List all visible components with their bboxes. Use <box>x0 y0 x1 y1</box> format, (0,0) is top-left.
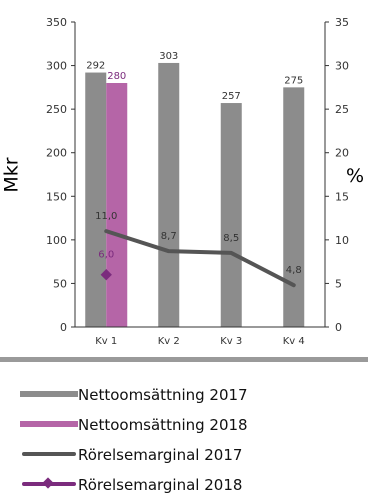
bar-s0-2 <box>220 103 242 328</box>
point-label-s2-0: 11,0 <box>95 211 117 222</box>
y-right-tick-4: 20 <box>335 147 349 160</box>
bar-label-s0-3: 275 <box>284 75 303 86</box>
y-axis-right-title: % <box>346 165 364 187</box>
line-s2 <box>104 229 296 288</box>
x-tick-2: Kv 3 <box>220 336 242 347</box>
legend-swatch-sales-2017 <box>20 391 78 397</box>
y-right-tick-3: 15 <box>335 190 349 203</box>
point-label-s2-3: 4,8 <box>286 265 302 276</box>
bar-label-s0-1: 303 <box>159 51 178 62</box>
y-right-tick-7: 35 <box>335 16 349 29</box>
bar-s1-0 <box>106 83 128 327</box>
bar-label-s0-0: 292 <box>86 61 105 72</box>
y-left-tick-4: 200 <box>46 147 67 160</box>
y-left-tick-5: 250 <box>46 103 67 116</box>
y-left-tick-1: 50 <box>53 277 67 290</box>
bar-s0-0 <box>85 72 107 328</box>
legend-marker-margin-2018 <box>42 477 54 489</box>
x-tick-0: Kv 1 <box>95 336 117 347</box>
y-right-tick-5: 25 <box>335 103 349 116</box>
point-label-s3-0: 6,0 <box>98 250 114 261</box>
y-axis-left-title: Mkr <box>1 157 23 192</box>
x-tick-1: Kv 2 <box>158 336 180 347</box>
y-right-tick-2: 10 <box>335 234 349 247</box>
combo-chart: 0 50 100 150 200 250 300 350 0 5 10 15 20 25 30 35 Kv 1 K… <box>0 16 368 362</box>
point-label-s2-1: 8,7 <box>161 231 177 242</box>
legend-label-sales-2017: Nettoomsättning 2017 <box>78 386 248 404</box>
y-left-tick-0: 0 <box>60 321 67 334</box>
bar-label-s1-0: 280 <box>107 71 126 82</box>
bar-label-s0-2: 257 <box>222 91 241 102</box>
legend-label-sales-2018: Nettoomsättning 2018 <box>78 416 248 434</box>
point-label-s2-2: 8,5 <box>223 233 239 244</box>
y-left-tick-3: 150 <box>46 190 67 203</box>
legend-swatch-margin-2017 <box>22 452 76 456</box>
y-left-tick-6: 300 <box>46 60 67 73</box>
y-right-tick-0: 0 <box>335 321 342 334</box>
x-tick-3: Kv 4 <box>283 336 305 347</box>
bar-s0-3 <box>283 87 305 327</box>
legend-label-margin-2017: Rörelsemarginal 2017 <box>78 446 243 464</box>
y-left-tick-7: 350 <box>46 16 67 29</box>
y-right-tick-6: 30 <box>335 60 349 73</box>
legend-label-margin-2018: Rörelsemarginal 2018 <box>78 476 243 494</box>
y-left-tick-2: 100 <box>46 234 67 247</box>
y-right-tick-1: 5 <box>335 277 342 290</box>
legend-swatch-sales-2018 <box>20 421 78 427</box>
bar-s0-1 <box>158 62 180 327</box>
separator <box>0 357 368 362</box>
